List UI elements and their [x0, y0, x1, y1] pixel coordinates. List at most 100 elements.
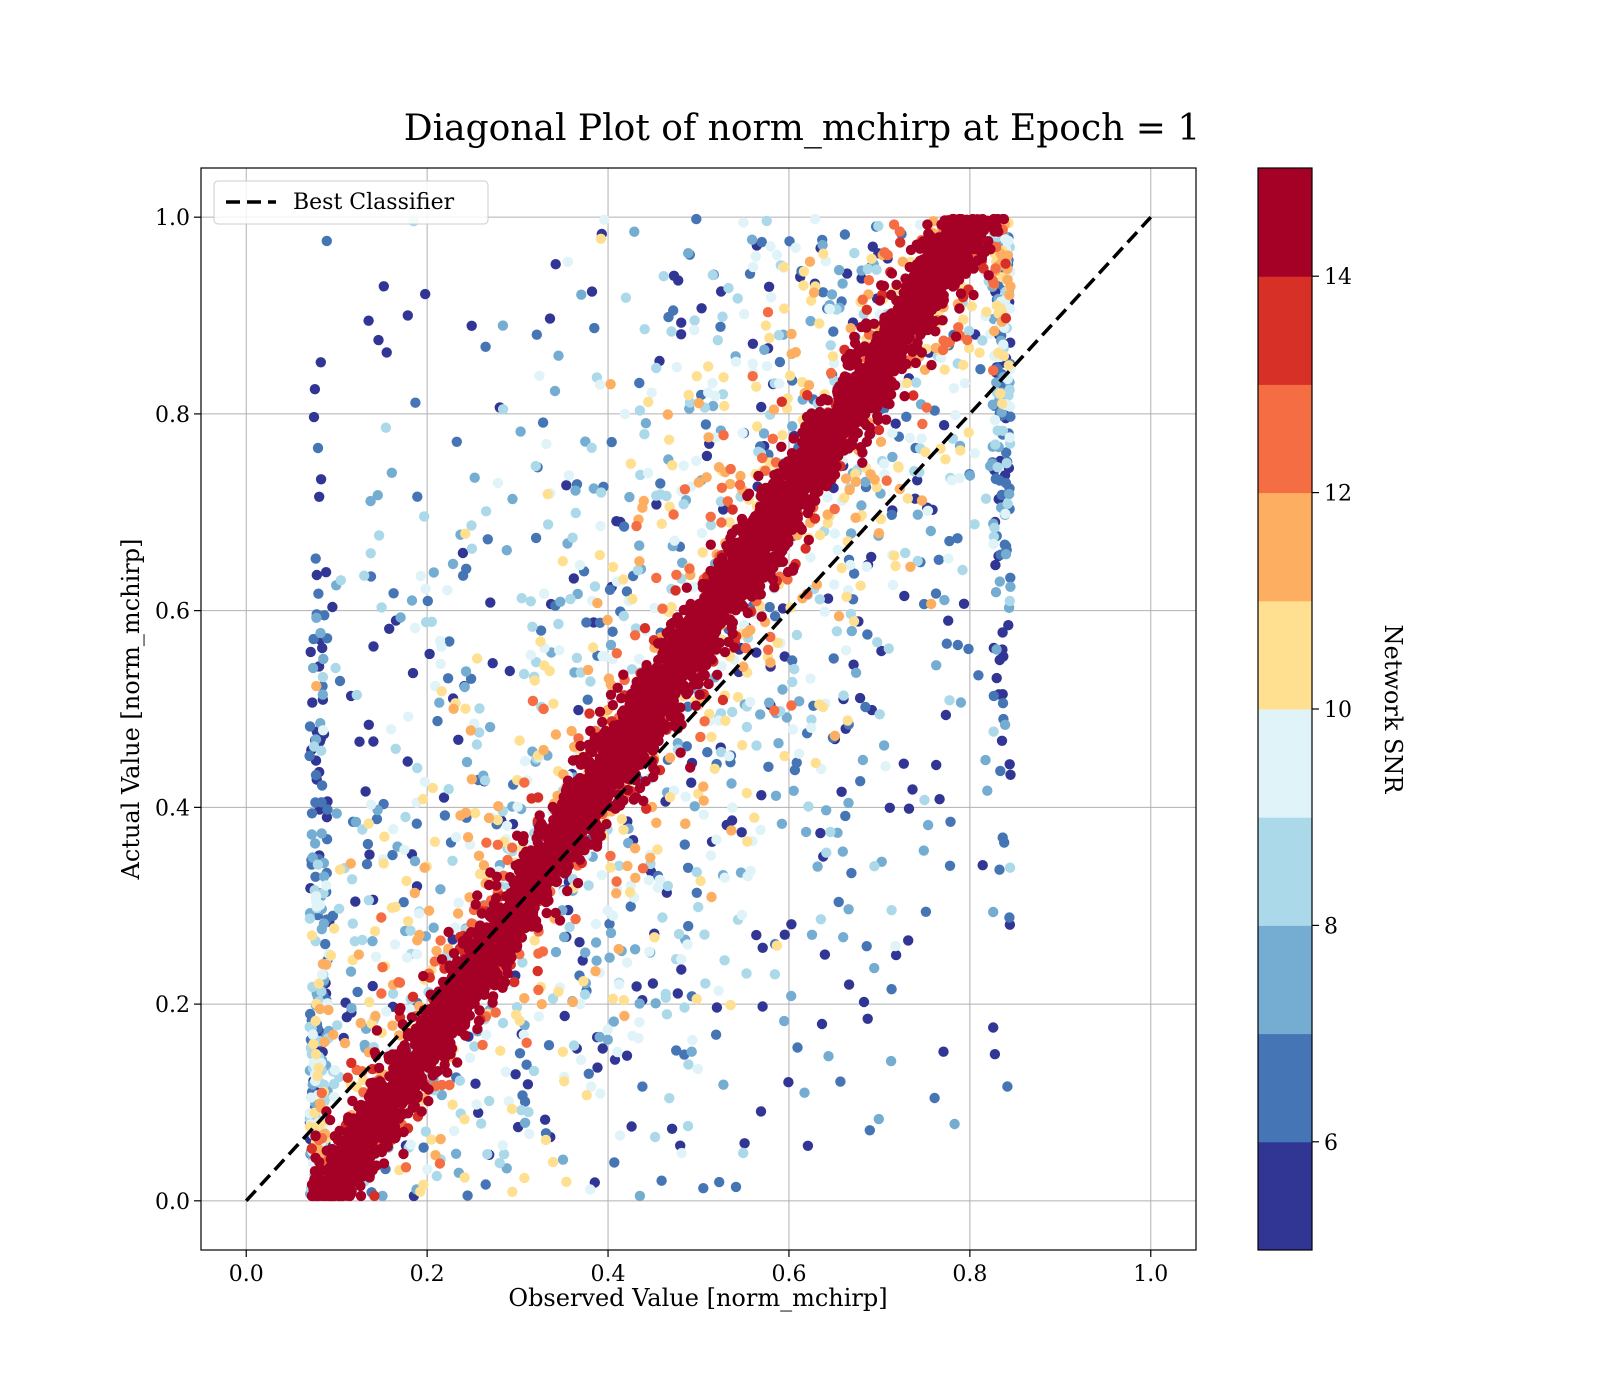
- scatter-point: [519, 756, 531, 767]
- scatter-point: [683, 389, 694, 401]
- scatter-point: [671, 362, 683, 373]
- scatter-point: [428, 567, 439, 578]
- scatter-point: [376, 602, 387, 613]
- scatter-point: [886, 268, 898, 279]
- scatter-point: [829, 528, 840, 539]
- scatter-point: [480, 506, 492, 517]
- scatter-point: [977, 860, 988, 871]
- scatter-point: [866, 253, 877, 264]
- scatter-point: [786, 328, 797, 340]
- scatter-point: [376, 912, 387, 923]
- scatter-point: [863, 275, 875, 286]
- scatter-point: [878, 740, 890, 751]
- scatter-point: [596, 487, 607, 498]
- scatter-point: [405, 1139, 416, 1150]
- scatter-point: [317, 725, 329, 736]
- scatter-point: [649, 932, 660, 943]
- scatter-point: [760, 320, 772, 331]
- scatter-point: [583, 1068, 594, 1080]
- scatter-point: [371, 813, 383, 825]
- scatter-point: [716, 482, 728, 493]
- scatter-point: [618, 824, 629, 835]
- scatter-point: [550, 907, 561, 919]
- scatter-point: [646, 387, 657, 398]
- scatter-point: [661, 490, 672, 502]
- scatter-point: [618, 610, 629, 622]
- scatter-point: [410, 397, 421, 408]
- scatter-point: [698, 781, 709, 792]
- scatter-point: [1005, 411, 1016, 422]
- scatter-point: [376, 988, 387, 999]
- scatter-point: [386, 467, 397, 478]
- scatter-point: [822, 492, 833, 503]
- scatter-point: [698, 795, 709, 806]
- scatter-point: [787, 655, 798, 666]
- scatter-point: [311, 680, 322, 692]
- scatter-point: [988, 726, 999, 737]
- scatter-point: [867, 241, 878, 252]
- scatter-point: [373, 334, 384, 346]
- scatter-point: [640, 418, 652, 429]
- scatter-point: [604, 584, 616, 595]
- scatter-point: [730, 1181, 742, 1193]
- scatter-point: [683, 920, 694, 932]
- scatter-point: [886, 905, 897, 916]
- scatter-point: [855, 776, 866, 787]
- scatter-point: [865, 469, 876, 480]
- scatter-point: [953, 322, 964, 333]
- scatter-point: [529, 935, 540, 946]
- scatter-point: [991, 644, 1002, 655]
- scatter-point: [492, 814, 503, 826]
- scatter-point: [453, 734, 464, 745]
- scatter-point: [514, 1048, 526, 1059]
- scatter-point: [711, 1002, 723, 1013]
- scatter-point: [920, 446, 931, 458]
- scatter-point: [741, 787, 752, 799]
- scatter-point: [402, 756, 413, 767]
- scatter-point: [849, 247, 860, 259]
- scatter-point: [388, 588, 399, 599]
- scatter-point: [920, 906, 932, 917]
- scatter-point: [316, 969, 328, 980]
- scatter-point: [419, 511, 430, 522]
- scatter-point: [530, 460, 541, 472]
- scatter-point: [553, 618, 564, 630]
- scatter-point: [620, 292, 632, 303]
- scatter-point: [325, 950, 337, 961]
- scatter-point: [460, 807, 471, 818]
- scatter-point: [411, 949, 423, 960]
- scatter-point: [763, 281, 775, 292]
- scatter-point: [452, 908, 464, 919]
- scatter-point: [444, 636, 455, 647]
- scatter-point: [955, 445, 966, 456]
- scatter-point: [806, 929, 818, 940]
- scatter-point: [990, 587, 1002, 598]
- scatter-point: [649, 1131, 661, 1143]
- scatter-point: [524, 1128, 535, 1140]
- scatter-point: [442, 673, 454, 684]
- scatter-point: [663, 311, 674, 323]
- scatter-point: [471, 1099, 482, 1110]
- scatter-point: [651, 572, 662, 584]
- scatter-point: [884, 802, 895, 813]
- scatter-point: [333, 903, 345, 914]
- scatter-point: [988, 365, 999, 376]
- scatter-point: [532, 965, 543, 977]
- scatter-point: [850, 667, 862, 678]
- scatter-point: [331, 808, 342, 819]
- scatter-point: [307, 1029, 318, 1040]
- scatter-point: [399, 844, 410, 855]
- scatter-point: [741, 968, 752, 979]
- scatter-point: [829, 579, 840, 590]
- scatter-point: [402, 916, 414, 927]
- scatter-point: [535, 625, 547, 636]
- scatter-point: [814, 529, 826, 541]
- scatter-point: [607, 699, 619, 711]
- scatter-point: [761, 361, 773, 372]
- scatter-point: [591, 955, 602, 966]
- scatter-point: [823, 1051, 834, 1062]
- scatter-point: [420, 288, 431, 300]
- scatter-point: [682, 701, 694, 712]
- scatter-point: [802, 390, 813, 401]
